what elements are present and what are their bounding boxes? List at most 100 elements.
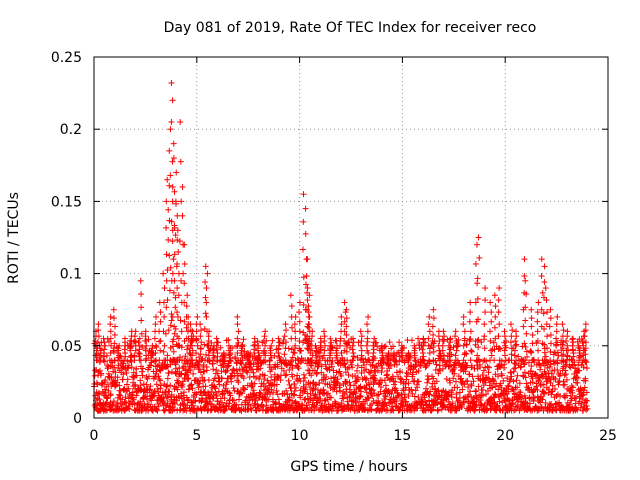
data-point bbox=[363, 366, 370, 373]
data-point bbox=[548, 340, 555, 347]
data-point bbox=[547, 348, 554, 355]
data-point bbox=[169, 270, 176, 277]
chart-title: Day 081 of 2019, Rate Of TEC Index for r… bbox=[164, 20, 537, 36]
data-point bbox=[283, 387, 290, 394]
data-point bbox=[276, 353, 283, 360]
data-point bbox=[328, 375, 335, 382]
data-point bbox=[287, 292, 294, 299]
data-point bbox=[282, 321, 289, 328]
data-point bbox=[569, 335, 576, 342]
data-point bbox=[452, 378, 459, 385]
data-point bbox=[102, 377, 109, 384]
data-point bbox=[166, 182, 173, 189]
data-point bbox=[178, 198, 185, 205]
data-point bbox=[114, 374, 121, 381]
data-point bbox=[538, 273, 545, 280]
x-tick-label: 10 bbox=[291, 428, 309, 444]
data-point bbox=[300, 378, 307, 385]
data-point bbox=[327, 335, 334, 342]
data-point bbox=[176, 238, 183, 245]
data-point bbox=[468, 347, 475, 354]
data-point bbox=[185, 396, 192, 403]
data-point bbox=[317, 395, 324, 402]
data-point bbox=[213, 392, 220, 399]
data-point bbox=[372, 368, 379, 375]
data-point bbox=[164, 393, 171, 400]
data-point bbox=[204, 342, 211, 349]
data-point bbox=[396, 339, 403, 346]
data-point bbox=[155, 373, 162, 380]
data-point bbox=[101, 346, 108, 353]
data-point bbox=[357, 383, 364, 390]
data-point bbox=[291, 381, 298, 388]
data-point bbox=[177, 118, 184, 125]
data-point bbox=[153, 381, 160, 388]
data-point bbox=[336, 382, 343, 389]
data-point bbox=[238, 390, 245, 397]
data-point bbox=[563, 337, 570, 344]
data-point bbox=[548, 388, 555, 395]
data-point bbox=[98, 370, 105, 377]
data-point bbox=[582, 339, 589, 346]
data-point bbox=[117, 387, 124, 394]
data-point bbox=[168, 317, 175, 324]
data-point bbox=[111, 331, 118, 338]
data-point bbox=[528, 323, 535, 330]
data-point bbox=[261, 372, 268, 379]
data-point bbox=[286, 394, 293, 401]
data-point bbox=[181, 241, 188, 248]
data-point bbox=[138, 304, 145, 311]
data-point bbox=[393, 403, 400, 410]
data-point bbox=[468, 382, 475, 389]
data-point bbox=[352, 395, 359, 402]
data-point bbox=[425, 376, 432, 383]
data-point bbox=[378, 377, 385, 384]
data-point bbox=[161, 342, 168, 349]
data-point bbox=[368, 407, 375, 414]
data-point bbox=[439, 342, 446, 349]
data-point bbox=[202, 383, 209, 390]
data-point bbox=[262, 383, 269, 390]
data-point bbox=[346, 379, 353, 386]
data-point bbox=[368, 406, 375, 413]
data-point bbox=[353, 367, 360, 374]
data-point bbox=[408, 337, 415, 344]
data-point bbox=[392, 378, 399, 385]
data-point bbox=[268, 374, 275, 381]
data-point bbox=[164, 375, 171, 382]
data-point bbox=[451, 370, 458, 377]
data-point bbox=[275, 335, 282, 342]
data-point bbox=[357, 392, 364, 399]
data-point bbox=[584, 365, 591, 372]
data-point bbox=[271, 376, 278, 383]
data-point bbox=[168, 118, 175, 125]
data-point bbox=[520, 323, 527, 330]
data-point bbox=[240, 336, 247, 343]
data-point bbox=[251, 380, 258, 387]
data-point bbox=[357, 388, 364, 395]
data-point bbox=[217, 344, 224, 351]
data-point bbox=[492, 303, 499, 310]
data-point bbox=[304, 256, 311, 263]
data-point bbox=[396, 368, 403, 375]
data-point bbox=[472, 260, 479, 267]
data-point bbox=[128, 364, 135, 371]
data-point bbox=[171, 401, 178, 408]
data-point bbox=[521, 256, 528, 263]
data-point bbox=[378, 369, 385, 376]
data-point bbox=[198, 407, 205, 414]
data-point bbox=[384, 371, 391, 378]
data-point bbox=[534, 318, 541, 325]
data-point bbox=[468, 393, 475, 400]
data-point bbox=[322, 376, 329, 383]
data-point bbox=[139, 372, 146, 379]
data-point bbox=[291, 387, 298, 394]
data-point bbox=[280, 340, 287, 347]
data-point bbox=[173, 397, 180, 404]
data-point bbox=[401, 394, 408, 401]
data-point bbox=[199, 355, 206, 362]
data-point bbox=[328, 394, 335, 401]
data-point bbox=[189, 399, 196, 406]
data-point bbox=[136, 350, 143, 357]
data-point bbox=[218, 375, 225, 382]
